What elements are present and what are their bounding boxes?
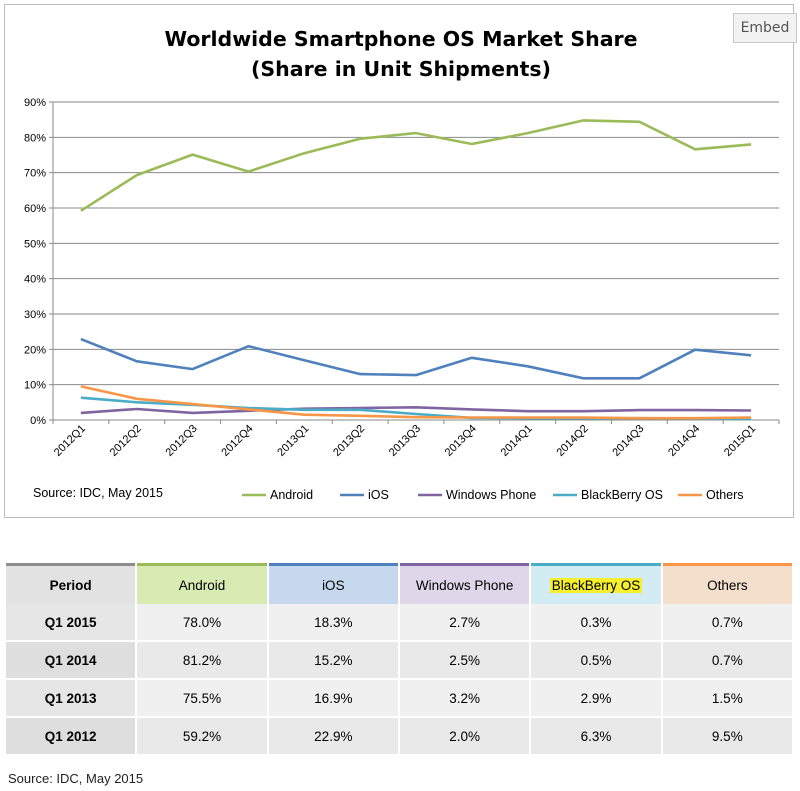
- y-tick-label: 20%: [24, 344, 46, 356]
- header-windows-phone: Windows Phone: [399, 563, 530, 604]
- table-cell-android: 59.2%: [137, 718, 267, 756]
- gridlines: [53, 101, 779, 421]
- table-cell-android: 78.0%: [137, 604, 267, 642]
- table-cell-android: 81.2%: [137, 642, 267, 680]
- table-cell-windows-phone: 2.7%: [399, 604, 530, 642]
- line-chart: 0% 10% 20% 30% 40% 50% 60% 70% 80% 90% 2012Q1 2012Q…: [24, 27, 780, 502]
- table-cell-ios: 22.9%: [268, 718, 398, 756]
- legend-label-windows-phone: Windows Phone: [446, 488, 536, 502]
- table-cell-windows-phone: 2.5%: [399, 642, 530, 680]
- series-line-ios: [80, 337, 752, 380]
- y-tick-label: 30%: [24, 309, 46, 321]
- y-tick-label: 0%: [30, 415, 46, 427]
- table-cell-others: 9.5%: [662, 718, 792, 756]
- header-others: Others: [662, 563, 792, 604]
- table-row: Q1 2013 75.5% 16.9% 3.2% 2.9% 1.5%: [6, 680, 792, 718]
- table-row: Q1 2014 81.2% 15.2% 2.5% 0.5% 0.7%: [6, 642, 792, 680]
- header-android: Android: [137, 563, 267, 604]
- x-tick-label: 2012Q2: [108, 423, 144, 459]
- table-cell-android: 75.5%: [137, 680, 267, 718]
- table-cell-others: 0.7%: [662, 642, 792, 680]
- legend-label-others: Others: [706, 488, 744, 502]
- table-cell-blackberry-os: 6.3%: [531, 718, 661, 756]
- x-tick-label: 2012Q4: [219, 423, 255, 459]
- legend-label-android: Android: [270, 488, 313, 502]
- y-tick-label: 40%: [24, 274, 46, 286]
- table-cell-windows-phone: 2.0%: [399, 718, 530, 756]
- header-blackberry-os: BlackBerry OS: [531, 563, 661, 604]
- table-cell-period: Q1 2015: [6, 604, 136, 642]
- chart-subtitle: (Share in Unit Shipments): [251, 57, 551, 81]
- y-tick-label: 80%: [24, 132, 46, 144]
- series-line-windows-phone: [80, 405, 752, 415]
- x-tick-label: 2014Q2: [554, 423, 590, 459]
- table-cell-period: Q1 2012: [6, 718, 136, 756]
- series-line-android: [80, 119, 752, 212]
- table-cell-others: 1.5%: [662, 680, 792, 718]
- x-tick-label: 2013Q4: [443, 423, 479, 459]
- table-cell-ios: 18.3%: [268, 604, 398, 642]
- x-tick-label: 2013Q3: [387, 423, 423, 459]
- table-cell-period: Q1 2013: [6, 680, 136, 718]
- table-cell-others: 0.7%: [662, 604, 792, 642]
- chart-frame: 0% 10% 20% 30% 40% 50% 60% 70% 80% 90% 2012Q1 2012Q…: [4, 4, 797, 518]
- axes: 0% 10% 20% 30% 40% 50% 60% 70% 80% 90% 2012Q1 2012Q…: [24, 97, 780, 459]
- table-header-row: Period Android iOS Windows Phone BlackBe…: [6, 563, 792, 604]
- y-tick-label: 70%: [24, 168, 46, 180]
- table-row: Q1 2012 59.2% 22.9% 2.0% 6.3% 9.5%: [6, 718, 792, 756]
- table-cell-blackberry-os: 0.5%: [531, 642, 661, 680]
- embed-button[interactable]: Embed: [733, 13, 797, 43]
- series-line-others: [80, 385, 752, 420]
- x-tick-label: 2012Q3: [164, 423, 200, 459]
- table-cell-blackberry-os: 0.3%: [531, 604, 661, 642]
- legend: Android iOS Windows Phone BlackBerry OS Othe…: [242, 488, 744, 502]
- y-tick-label: 90%: [24, 97, 46, 109]
- chart-source: Source: IDC, May 2015: [33, 486, 163, 500]
- x-tick-label: 2014Q1: [499, 423, 535, 459]
- x-tick-label: 2015Q1: [722, 423, 758, 459]
- series: [80, 119, 752, 421]
- header-ios: iOS: [268, 563, 398, 604]
- table-cell-ios: 15.2%: [268, 642, 398, 680]
- legend-label-blackberry-os: BlackBerry OS: [581, 488, 663, 502]
- table-source: Source: IDC, May 2015: [8, 771, 144, 786]
- table-cell-windows-phone: 3.2%: [399, 680, 530, 718]
- table-row: Q1 2015 78.0% 18.3% 2.7% 0.3% 0.7%: [6, 604, 792, 642]
- table-cell-blackberry-os: 2.9%: [531, 680, 661, 718]
- y-tick-label: 50%: [24, 238, 46, 250]
- header-blackberry-os-label: BlackBerry OS: [549, 577, 643, 593]
- header-period: Period: [6, 563, 136, 604]
- y-tick-label: 10%: [24, 380, 46, 392]
- x-tick-label: 2014Q3: [610, 423, 646, 459]
- y-tick-label: 60%: [24, 203, 46, 215]
- table-cell-ios: 16.9%: [268, 680, 398, 718]
- x-tick-label: 2013Q2: [331, 423, 367, 459]
- x-tick-label: 2012Q1: [52, 423, 88, 459]
- market-share-table: Period Android iOS Windows Phone BlackBe…: [4, 563, 794, 756]
- x-tick-label: 2014Q4: [666, 423, 702, 459]
- legend-label-ios: iOS: [368, 488, 389, 502]
- chart-title: Worldwide Smartphone OS Market Share: [164, 27, 637, 51]
- x-tick-label: 2013Q1: [275, 423, 311, 459]
- table-cell-period: Q1 2014: [6, 642, 136, 680]
